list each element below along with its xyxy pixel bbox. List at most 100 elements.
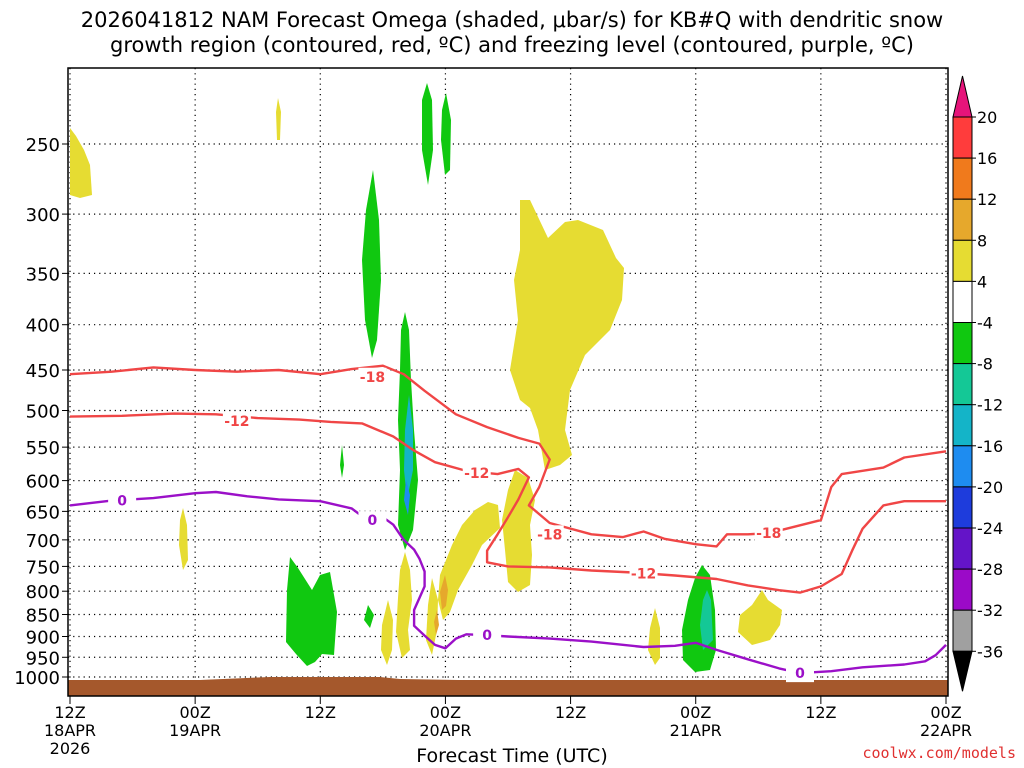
contour-label: -12 [631,567,656,583]
omega-positive-area [510,200,624,470]
colorbar-bottom-arrow [952,650,973,692]
contour-label-bg [222,412,251,431]
x-tick-label: 22APR [920,721,972,740]
colorbar-swatch [952,404,973,447]
omega-negative-area [422,83,433,185]
colorbar-label: -12 [977,396,1003,415]
x-tick-label: 12Z [805,703,836,722]
colorbar: 20 16 12 8 4 -4 -8 -12 -16 -20 -24 -28 -32 -36 [952,75,1003,692]
contour-label-bg [108,491,137,510]
colorbar-label: -20 [977,478,1003,497]
colorbar-label: 4 [977,272,987,291]
y-tick-label: 600 [26,472,60,493]
omega-positive-area [426,578,438,655]
plot-frame [67,67,949,697]
x-tick-label: 2026 [50,739,91,758]
omega-negative-area [364,605,374,628]
omega-positive-area [440,575,448,610]
omega-positive-area [396,552,412,658]
colorbar-swatch [952,363,973,406]
colorbar-swatch [952,445,973,488]
colorbar-label: -28 [977,560,1003,579]
contour-label: 0 [117,494,127,510]
contour-label-bg [754,524,783,543]
contour-line [69,364,947,548]
y-tick-label: 750 [26,557,60,578]
omega-negative-area [700,590,713,650]
contour-line [69,412,946,594]
chart-title-line-1: 2026041812 NAM Forecast Omega (shaded, μ… [80,8,944,32]
colorbar-label: -4 [977,314,993,333]
y-tick-label: 1000 [14,668,60,689]
y-tick-label: 450 [26,361,60,382]
contours [69,364,947,675]
omega-positive-area [438,502,500,620]
y-tick-label: 900 [26,627,60,648]
colorbar-swatch [952,527,973,570]
contour-label: -12 [224,414,249,430]
omega-positive-area [502,470,535,592]
x-tick-label: 19APR [169,721,221,740]
contour-label: -12 [464,466,489,482]
contour-line [69,490,947,675]
colorbar-swatch [952,198,973,241]
y-tick-label: 500 [26,402,60,423]
chart-title-line-2: growth region (contoured, red, ºC) and f… [110,33,914,57]
x-tick-label: 12Z [305,703,336,722]
colorbar-label: 20 [977,108,997,127]
y-tick-label: 850 [26,606,60,627]
x-tick-label: 12Z [555,703,586,722]
contour-label-bg [462,463,491,482]
y-tick-label: 400 [26,316,60,337]
y-tick-label: 650 [26,502,60,523]
y-tick-label: 800 [26,582,60,603]
colorbar-swatch [952,322,973,365]
terrain-ground [68,677,948,690]
x-tick-label: 00Z [930,703,961,722]
omega-negative-area [362,170,381,358]
colorbar-label: 16 [977,149,997,168]
contour-label-bg [629,564,658,583]
contour-label-bg [473,626,502,645]
contour-label: -18 [537,527,562,543]
colorbar-label: -32 [977,601,1003,620]
omega-positive-area [738,590,782,645]
contour-label-bg [358,511,387,530]
omega-positive-area [70,128,92,198]
omega-positive-area [381,600,393,665]
contour-label-bg [786,664,814,683]
x-tick-label: 20APR [419,721,471,740]
y-tick-label: 700 [26,531,60,552]
colorbar-top-arrow [952,75,973,118]
x-tick-label: 00Z [430,703,461,722]
contour-label: -18 [756,526,781,542]
colorbar-label: 8 [977,231,987,250]
colorbar-swatch [952,486,973,529]
omega-shading [70,83,782,672]
y-tick-label: 250 [26,135,60,156]
contour-label-bg [535,525,564,544]
contour-label-bg [358,367,387,386]
credit-text: coolwx.com/models [862,744,1016,762]
colorbar-swatch [952,157,973,200]
contour-label: -18 [360,370,385,386]
x-tick-label: 12Z [54,703,85,722]
colorbar-label: -36 [977,642,1003,661]
colorbar-swatch [952,609,973,652]
x-tick-label: 21APR [670,721,722,740]
colorbar-swatch [952,116,973,159]
colorbar-label: 12 [977,190,997,209]
omega-negative-area [441,93,451,175]
omega-positive-area [434,610,439,635]
colorbar-swatch [952,280,973,323]
x-tick-label: 00Z [680,703,711,722]
contour-label: 0 [368,513,378,529]
omega-positive-area [179,508,188,570]
x-tick-label: 00Z [179,703,210,722]
colorbar-label: -24 [977,519,1003,538]
colorbar-label: -8 [977,355,993,374]
contour-labels: -18 -18 -18 -12 -12 -12 0 0 0 0 [108,367,814,683]
colorbar-swatch [952,239,973,282]
gridlines [68,68,948,696]
